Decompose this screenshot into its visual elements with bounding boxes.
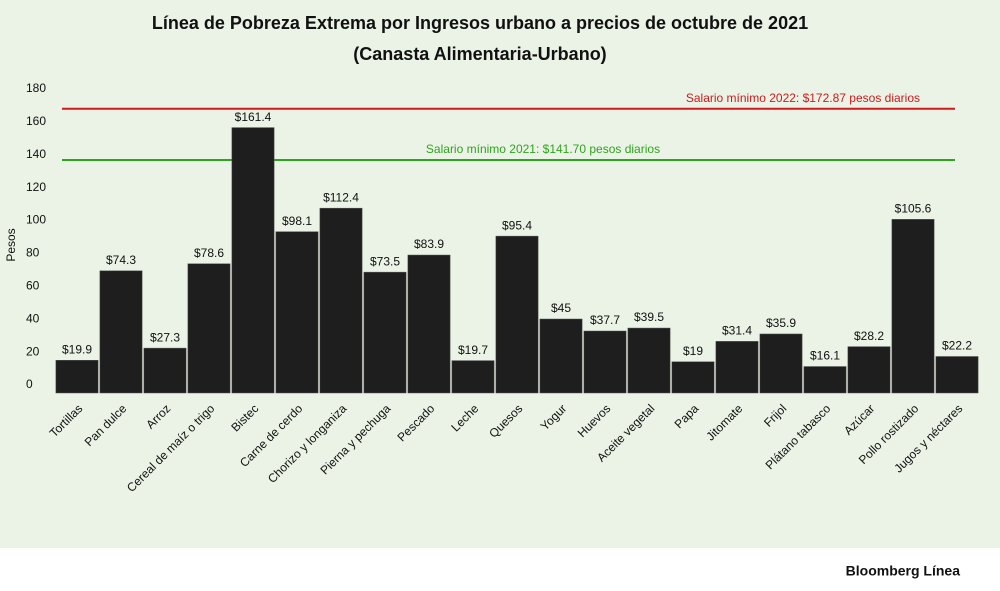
value-label: $105.6: [895, 202, 932, 216]
bar: [627, 327, 671, 394]
bar: [539, 318, 583, 394]
bar: [99, 270, 143, 394]
value-label: $73.5: [370, 254, 400, 268]
bar: [671, 361, 715, 394]
bar: [847, 346, 891, 394]
value-label: $39.5: [634, 310, 664, 324]
value-label: $161.4: [235, 110, 272, 124]
y-tick-label: 80: [26, 246, 40, 260]
value-label: $45: [551, 301, 571, 315]
value-label: $35.9: [766, 316, 796, 330]
bar: [759, 333, 803, 394]
value-label: $95.4: [502, 218, 532, 232]
y-tick-label: 100: [26, 213, 46, 227]
y-tick-label: 20: [26, 344, 40, 358]
y-tick-label: 120: [26, 180, 46, 194]
y-tick-label: 140: [26, 147, 46, 161]
bar: [715, 341, 759, 394]
value-label: $74.3: [106, 253, 136, 267]
bar: [935, 356, 979, 394]
y-tick-label: 40: [26, 311, 40, 325]
value-label: $31.4: [722, 324, 752, 338]
value-label: $19.7: [458, 343, 488, 357]
bar: [451, 360, 495, 394]
value-label: $112.4: [323, 190, 359, 204]
value-label: $16.1: [810, 349, 840, 363]
bar: [143, 347, 187, 394]
bar: [363, 271, 407, 394]
value-label: $19: [683, 344, 703, 358]
bar: [275, 231, 319, 394]
y-tick-label: 160: [26, 114, 46, 128]
y-tick-label: 0: [26, 377, 33, 391]
value-label: $98.1: [282, 214, 312, 228]
value-label: $22.2: [942, 339, 972, 353]
y-tick-label: 60: [26, 279, 40, 293]
value-label: $37.7: [590, 313, 620, 327]
bar: [495, 235, 539, 394]
value-label: $78.6: [194, 246, 224, 260]
chart-title: Línea de Pobreza Extrema por Ingresos ur…: [152, 13, 808, 33]
y-tick-label: 180: [26, 81, 46, 95]
bar: [891, 219, 935, 394]
bar: [407, 254, 451, 394]
chart-subtitle: (Canasta Alimentaria-Urbano): [353, 44, 606, 64]
bar: [583, 330, 627, 394]
value-label: $19.9: [62, 342, 92, 356]
bar: [231, 127, 275, 394]
bar: [803, 366, 847, 394]
value-label: $83.9: [414, 237, 444, 251]
value-label: $28.2: [854, 329, 884, 343]
reference-label: Salario mínimo 2021: $141.70 pesos diari…: [426, 142, 660, 156]
reference-label: Salario mínimo 2022: $172.87 pesos diari…: [686, 91, 920, 105]
bar: [55, 360, 99, 394]
bar: [187, 263, 231, 394]
bar: [319, 207, 363, 394]
value-label: $27.3: [150, 330, 180, 344]
y-axis-label: Pesos: [4, 228, 18, 261]
brand: Bloomberg Línea: [846, 563, 961, 579]
